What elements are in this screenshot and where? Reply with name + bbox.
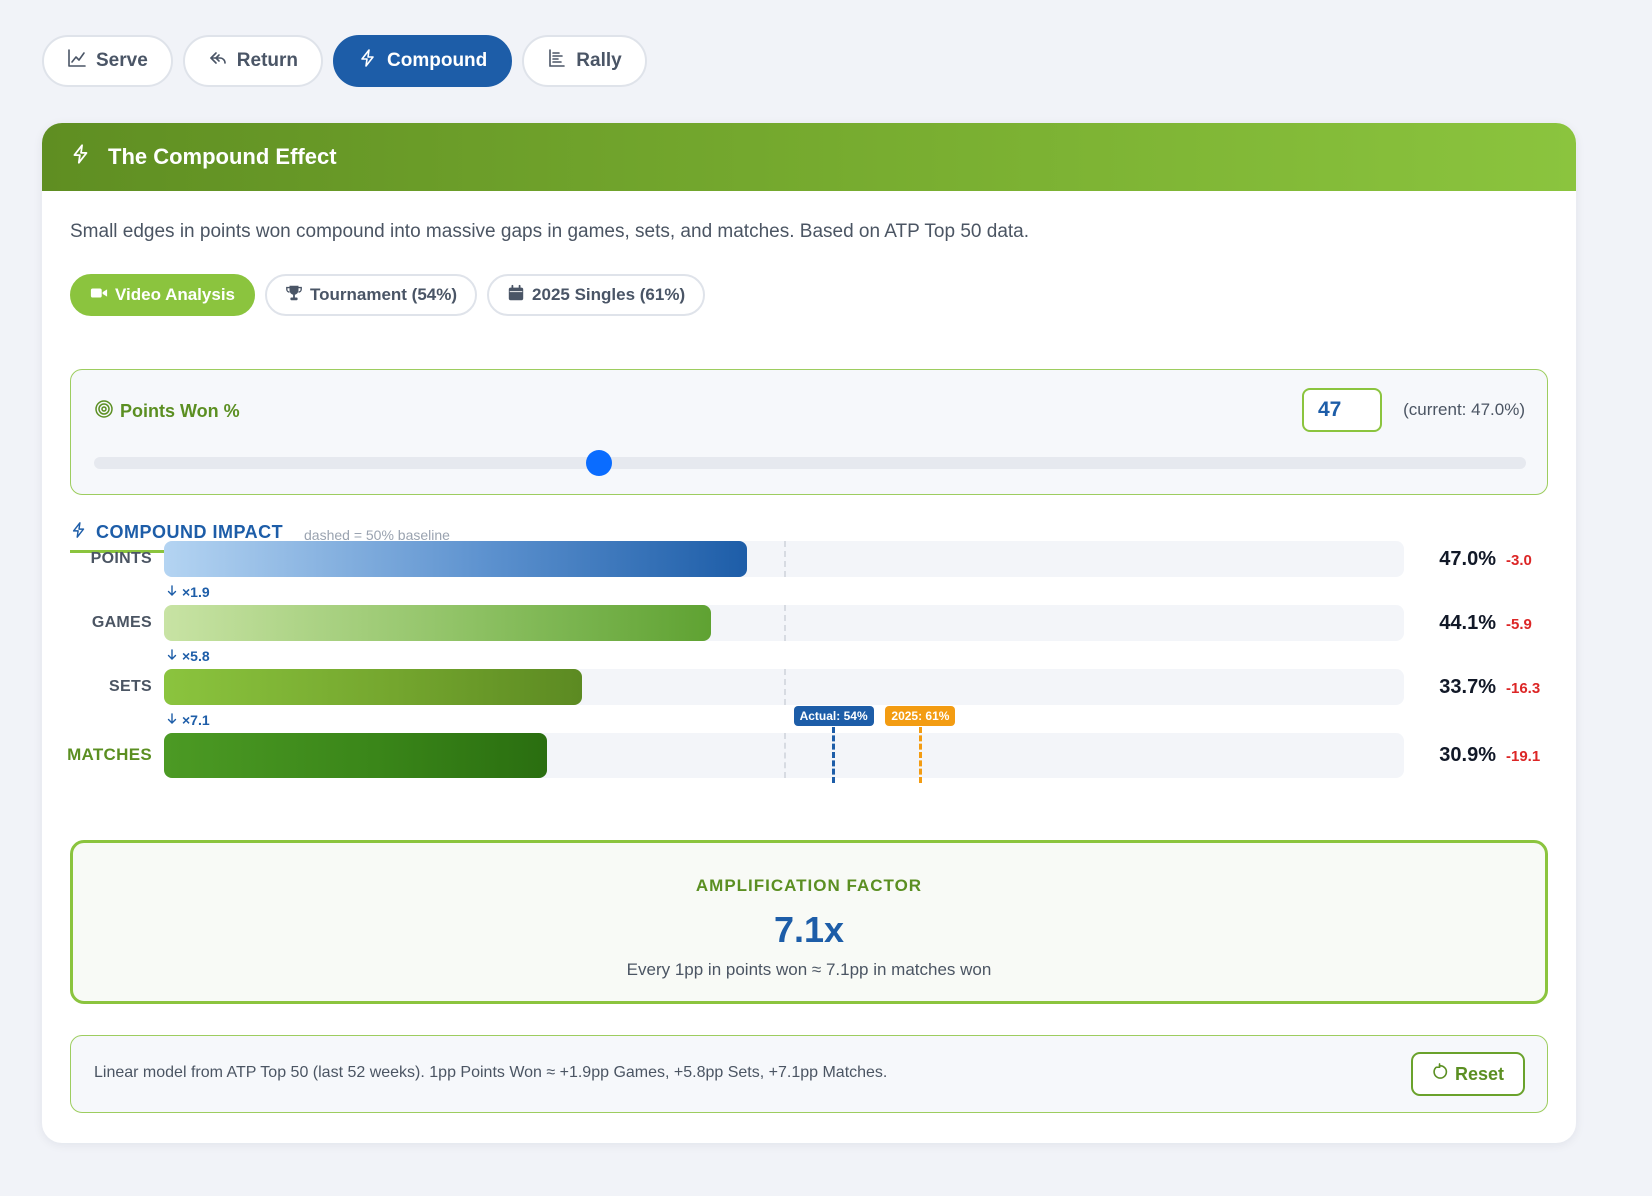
filter-2025-singles[interactable]: 2025 Singles (61%) [487,274,706,316]
baseline-50-line [784,733,786,778]
marker-tag-2025: 2025: 61% [885,706,956,726]
tab-label: Rally [576,50,622,71]
calendar-icon [507,284,525,307]
amplification-value: 7.1x [773,909,845,950]
baseline-50-line [784,541,786,577]
return-arrow-icon [208,48,228,74]
tab-label: Serve [96,50,148,71]
amplification-label: AMPLIFICATION FACTOR [695,876,923,895]
tab-serve[interactable]: Serve [42,35,173,87]
view-tabs: Serve Return Compound Rally [42,35,647,87]
baseline-50-line [784,605,786,641]
filter-label: Tournament (54%) [310,285,458,304]
tab-compound[interactable]: Compound [333,35,513,87]
bar-track-games [164,605,1404,641]
points-won-slider-panel: Points Won % (current: 47.0%) [70,369,1548,495]
filter-label: Video Analysis [115,285,235,304]
target-icon [94,399,114,424]
reset-label: Reset [1454,1063,1504,1084]
bar-fill-games [164,605,711,641]
lightning-icon [70,143,92,171]
filter-tournament[interactable]: Tournament (54%) [265,274,478,316]
rally-list-icon [547,48,567,74]
filter-video-analysis[interactable]: Video Analysis [70,274,255,316]
row-delta-matches: -19.1 [1506,748,1541,765]
slider-track[interactable] [94,450,1526,476]
row-delta-games: -5.9 [1506,616,1532,633]
trophy-icon [285,284,303,307]
multiplier-label: ×5.8 [182,648,210,664]
reset-button[interactable]: Reset [1410,1052,1525,1096]
lightning-icon [358,48,378,74]
row-label-games: GAMES [91,614,152,631]
slider-label: Points Won % [94,399,240,424]
bar-fill-points [164,541,747,577]
tab-label: Compound [387,50,488,71]
model-footer: Linear model from ATP Top 50 (last 52 we… [70,1035,1548,1113]
row-value-matches: 30.9% [1439,744,1496,766]
amplification-description: Every 1pp in points won ≈ 7.1pp in match… [626,960,992,979]
bar-fill-sets [164,669,582,705]
chart-line-icon [67,48,87,74]
multiplier-label: ×1.9 [182,584,210,600]
model-note: Linear model from ATP Top 50 (last 52 we… [94,1064,888,1081]
arrow-down-icon [166,648,178,664]
tab-label: Return [236,50,299,71]
data-source-filters: Video Analysis Tournament (54%) 2025 Sin… [70,274,706,316]
card-description: Small edges in points won compound into … [70,221,1030,242]
baseline-50-line [784,669,786,705]
row-value-sets: 33.7% [1439,676,1496,698]
slider-label-text: Points Won % [120,401,240,421]
bar-track-points [164,541,1404,577]
marker-tag-actual: Actual: 54% [793,706,874,726]
tab-return[interactable]: Return [182,35,324,87]
row-label-points: POINTS [90,550,152,567]
row-delta-points: -3.0 [1506,552,1532,569]
marker-line-2025 [918,727,922,783]
points-won-input[interactable] [1302,388,1382,432]
row-label-sets: SETS [109,678,152,695]
baseline-note: dashed = 50% baseline [304,527,450,543]
row-label-matches: MATCHES [67,745,152,764]
slider-thumb[interactable] [586,450,613,476]
bar-fill-matches [164,733,548,778]
multiplier-games: ×1.9 [166,584,210,600]
multiplier-label: ×7.1 [182,712,210,728]
multiplier-matches: ×7.1 [166,712,210,728]
bar-track-sets [164,669,1404,705]
filter-label: 2025 Singles (61%) [532,285,686,304]
tab-rally[interactable]: Rally [522,35,647,87]
compound-bars: POINTS 47.0% -3.0 ×1.9 GAMES 44.1% -5.9 … [42,123,1576,823]
reset-icon [1432,1063,1449,1085]
arrow-down-icon [166,712,178,728]
bar-track-matches [164,733,1404,778]
video-camera-icon [90,284,108,307]
lightning-icon [70,521,88,544]
card-header: The Compound Effect [42,123,1576,191]
compound-impact-title: COMPOUND IMPACT [96,522,284,542]
amplification-factor-box: AMPLIFICATION FACTOR 7.1x Every 1pp in p… [70,840,1548,1004]
row-value-games: 44.1% [1439,612,1496,634]
marker-line-actual [832,727,836,783]
card-title: The Compound Effect [108,144,337,169]
compound-effect-card: The Compound Effect Small edges in point… [42,123,1576,1143]
current-value-note: (current: 47.0%) [1403,400,1525,419]
row-value-points: 47.0% [1439,548,1496,570]
row-delta-sets: -16.3 [1506,680,1541,697]
arrow-down-icon [166,584,178,600]
multiplier-sets: ×5.8 [166,648,210,664]
